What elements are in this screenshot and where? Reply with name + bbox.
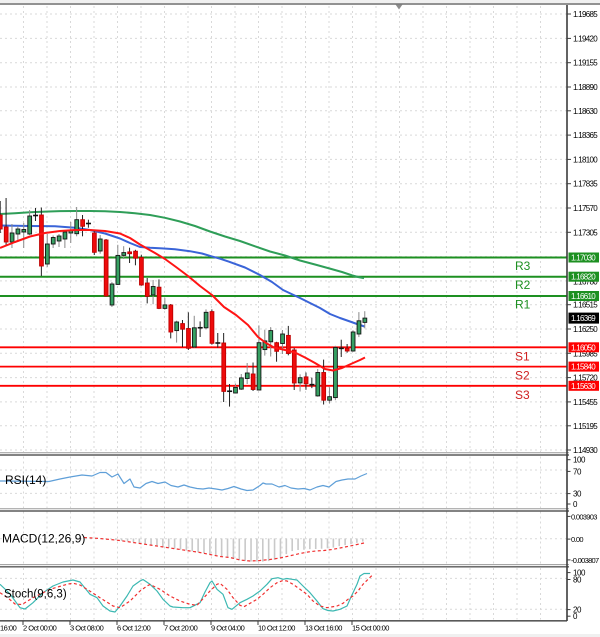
svg-text:1.18100: 1.18100	[573, 155, 598, 164]
svg-text:1.18630: 1.18630	[573, 107, 598, 116]
svg-text:1.16515: 1.16515	[573, 301, 598, 310]
svg-text:15 Oct 00:00: 15 Oct 00:00	[352, 624, 389, 633]
svg-text:70: 70	[573, 467, 582, 476]
svg-text:7 Oct 20:00: 7 Oct 20:00	[164, 624, 198, 633]
svg-text:80: 80	[573, 576, 582, 585]
svg-text:RSI(14): RSI(14)	[5, 473, 46, 487]
svg-text:1.16820: 1.16820	[571, 273, 596, 282]
svg-text:9 Oct 04:00: 9 Oct 04:00	[211, 624, 245, 633]
svg-text:MACD(12,26,9): MACD(12,26,9)	[2, 532, 85, 546]
svg-text:1.15195: 1.15195	[573, 422, 598, 431]
svg-text:1.15985: 1.15985	[573, 349, 598, 358]
svg-text:100: 100	[573, 456, 586, 465]
svg-text:100: 100	[573, 569, 586, 578]
svg-text:1.16250: 1.16250	[573, 325, 598, 334]
svg-text:1.16050: 1.16050	[571, 343, 596, 352]
svg-text:3 Oct 08:00: 3 Oct 08:00	[70, 624, 104, 633]
svg-text:1.18890: 1.18890	[573, 83, 598, 92]
svg-text:R1: R1	[515, 297, 531, 311]
svg-text:1.17835: 1.17835	[573, 180, 598, 189]
svg-text:1.17305: 1.17305	[573, 228, 598, 237]
svg-text:10 Oct 12:00: 10 Oct 12:00	[258, 624, 295, 633]
svg-text:0: 0	[573, 612, 578, 621]
svg-text:1.18365: 1.18365	[573, 131, 598, 140]
svg-text:1.16610: 1.16610	[571, 292, 596, 301]
svg-text:13 Oct 16:00: 13 Oct 16:00	[305, 624, 342, 633]
svg-text:1.15720: 1.15720	[573, 374, 598, 383]
svg-text:2 Oct 00:00: 2 Oct 00:00	[23, 624, 57, 633]
svg-text:0.003903: 0.003903	[571, 512, 597, 521]
svg-text:30: 30	[573, 490, 582, 499]
svg-text:1.16369: 1.16369	[571, 314, 596, 323]
svg-text:1.19685: 1.19685	[573, 10, 598, 19]
svg-text:1.19420: 1.19420	[573, 34, 598, 43]
svg-text:S2: S2	[515, 369, 530, 383]
svg-text:0.00: 0.00	[571, 535, 583, 544]
svg-text:R2: R2	[515, 278, 531, 292]
svg-text:20: 20	[573, 606, 582, 615]
svg-text:1.17030: 1.17030	[571, 254, 596, 263]
svg-text:1.14930: 1.14930	[573, 446, 598, 455]
svg-text:0: 0	[573, 500, 578, 509]
svg-text:1.17570: 1.17570	[573, 204, 598, 213]
svg-text:16:00: 16:00	[0, 624, 17, 633]
svg-text:6 Oct 12:00: 6 Oct 12:00	[117, 624, 151, 633]
svg-text:S3: S3	[515, 388, 530, 402]
svg-text:1.15840: 1.15840	[571, 363, 596, 372]
svg-text:R3: R3	[515, 259, 531, 273]
svg-text:-0.003807: -0.003807	[571, 556, 599, 565]
svg-text:1.15630: 1.15630	[571, 382, 596, 391]
svg-text:1.16780: 1.16780	[573, 277, 598, 286]
svg-text:Stoch(9,6,3): Stoch(9,6,3)	[4, 589, 67, 601]
svg-text:1.19155: 1.19155	[573, 59, 598, 68]
svg-text:S1: S1	[515, 350, 530, 364]
svg-text:1.15455: 1.15455	[573, 398, 598, 407]
